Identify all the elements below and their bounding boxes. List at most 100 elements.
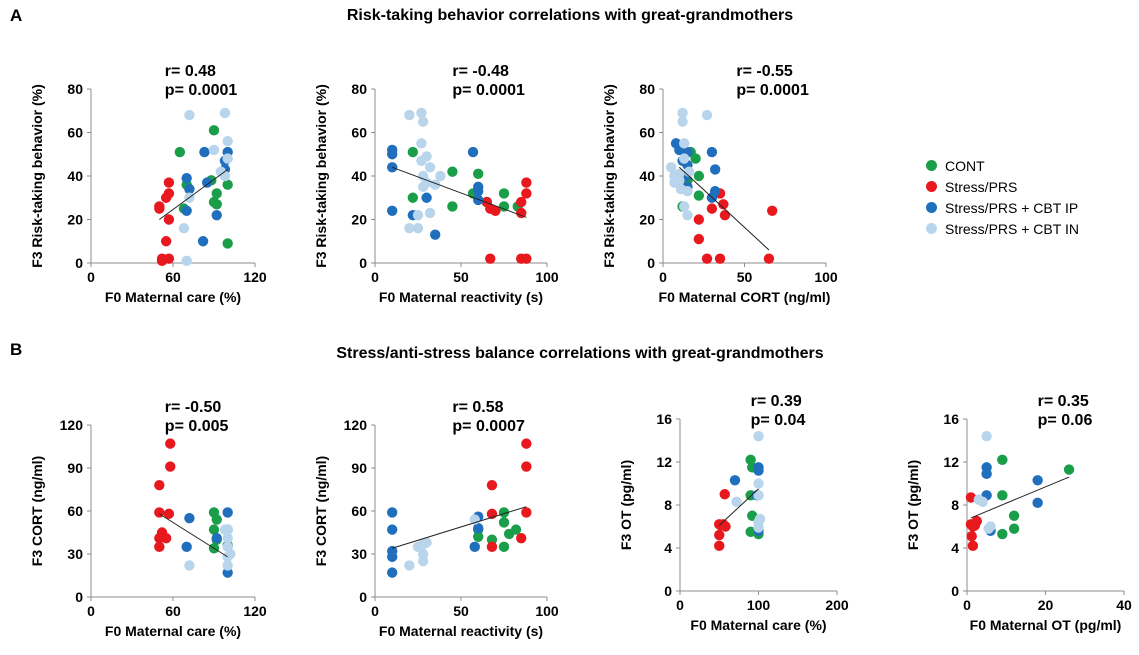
section-a-title: Risk-taking behavior correlations with g… bbox=[346, 7, 794, 24]
y-axis-title: F3 Risk-taking behavior (%) bbox=[29, 84, 45, 268]
data-point bbox=[719, 209, 731, 221]
data-point bbox=[219, 107, 231, 119]
r-annotation: r= -0.50 bbox=[165, 399, 222, 416]
x-axis-title: F0 Maternal care (%) bbox=[690, 617, 826, 633]
data-point bbox=[706, 203, 718, 214]
data-point bbox=[160, 192, 172, 203]
data-point bbox=[521, 507, 532, 518]
data-point bbox=[971, 515, 983, 527]
data-point bbox=[985, 521, 996, 532]
trend-line bbox=[392, 166, 527, 218]
x-axis-title: F0 Maternal reactivity (s) bbox=[379, 289, 543, 305]
data-point bbox=[516, 207, 527, 219]
y-tick-label: 0 bbox=[359, 255, 367, 271]
x-tick-label: 50 bbox=[737, 269, 753, 285]
data-point bbox=[473, 168, 484, 180]
data-point bbox=[160, 236, 172, 247]
data-point bbox=[387, 149, 398, 160]
x-tick-label: 60 bbox=[165, 269, 181, 285]
x-axis-title: F0 Maternal OT (pg/ml) bbox=[970, 617, 1122, 633]
legend-marker bbox=[926, 202, 937, 213]
data-point bbox=[485, 253, 496, 264]
y-tick-label: 20 bbox=[67, 212, 83, 228]
data-point bbox=[215, 166, 227, 177]
data-point bbox=[424, 162, 436, 173]
data-point bbox=[754, 513, 766, 525]
p-annotation: p= 0.0007 bbox=[452, 418, 525, 435]
x-axis-title: F0 Maternal care (%) bbox=[105, 289, 241, 305]
y-tick-label: 4 bbox=[951, 540, 959, 556]
x-tick-label: 0 bbox=[371, 603, 379, 619]
data-point bbox=[469, 541, 480, 553]
data-point bbox=[387, 551, 398, 563]
data-point bbox=[473, 523, 484, 534]
data-point bbox=[165, 438, 176, 449]
y-tick-label: 12 bbox=[656, 454, 672, 470]
data-point bbox=[416, 107, 427, 119]
data-point bbox=[516, 196, 527, 208]
data-point bbox=[693, 170, 705, 182]
data-point bbox=[490, 205, 501, 216]
data-point bbox=[690, 153, 701, 164]
data-point bbox=[997, 490, 1008, 501]
data-point bbox=[404, 223, 415, 234]
data-point bbox=[211, 533, 222, 544]
data-point bbox=[701, 253, 713, 264]
data-point bbox=[675, 183, 687, 195]
x-tick-label: 120 bbox=[243, 269, 267, 285]
data-point bbox=[498, 201, 510, 212]
y-tick-label: 0 bbox=[359, 589, 367, 605]
data-point bbox=[416, 155, 427, 166]
data-point bbox=[486, 541, 498, 553]
data-point bbox=[719, 489, 730, 500]
data-point bbox=[165, 461, 176, 472]
data-point bbox=[714, 253, 726, 264]
data-point bbox=[404, 109, 415, 121]
data-point bbox=[163, 508, 175, 520]
data-point bbox=[498, 541, 510, 553]
data-point bbox=[201, 177, 213, 188]
data-point bbox=[387, 567, 398, 578]
data-point bbox=[222, 136, 233, 147]
data-point bbox=[421, 537, 432, 548]
data-point bbox=[208, 144, 220, 156]
data-point bbox=[412, 209, 424, 221]
data-point bbox=[665, 162, 677, 173]
data-point bbox=[163, 177, 175, 188]
data-point bbox=[521, 188, 532, 199]
legend-marker bbox=[926, 160, 937, 171]
data-point bbox=[163, 214, 175, 225]
data-point bbox=[731, 496, 742, 507]
r-annotation: r= -0.55 bbox=[736, 63, 793, 80]
p-annotation: p= 0.005 bbox=[165, 418, 229, 435]
data-point bbox=[521, 461, 532, 472]
data-point bbox=[701, 109, 713, 121]
data-point bbox=[498, 507, 510, 518]
data-point bbox=[709, 164, 721, 175]
data-point bbox=[1032, 497, 1043, 509]
y-tick-label: 40 bbox=[67, 168, 83, 184]
y-axis-title: F3 OT (pg/ml) bbox=[618, 460, 634, 550]
data-point bbox=[1063, 464, 1075, 475]
data-point bbox=[753, 478, 764, 489]
data-point bbox=[222, 179, 233, 190]
data-point bbox=[997, 528, 1008, 540]
data-point bbox=[473, 186, 484, 197]
data-point bbox=[416, 138, 427, 149]
data-point bbox=[211, 199, 222, 210]
x-tick-label: 40 bbox=[1116, 597, 1132, 613]
data-point bbox=[521, 253, 532, 264]
data-point bbox=[222, 533, 233, 544]
data-point bbox=[967, 540, 979, 552]
data-point bbox=[521, 438, 532, 449]
legend-item: CONT bbox=[926, 155, 1079, 176]
y-tick-label: 16 bbox=[656, 411, 672, 427]
data-point bbox=[417, 548, 429, 560]
x-axis-title: F0 Maternal reactivity (s) bbox=[379, 623, 543, 639]
